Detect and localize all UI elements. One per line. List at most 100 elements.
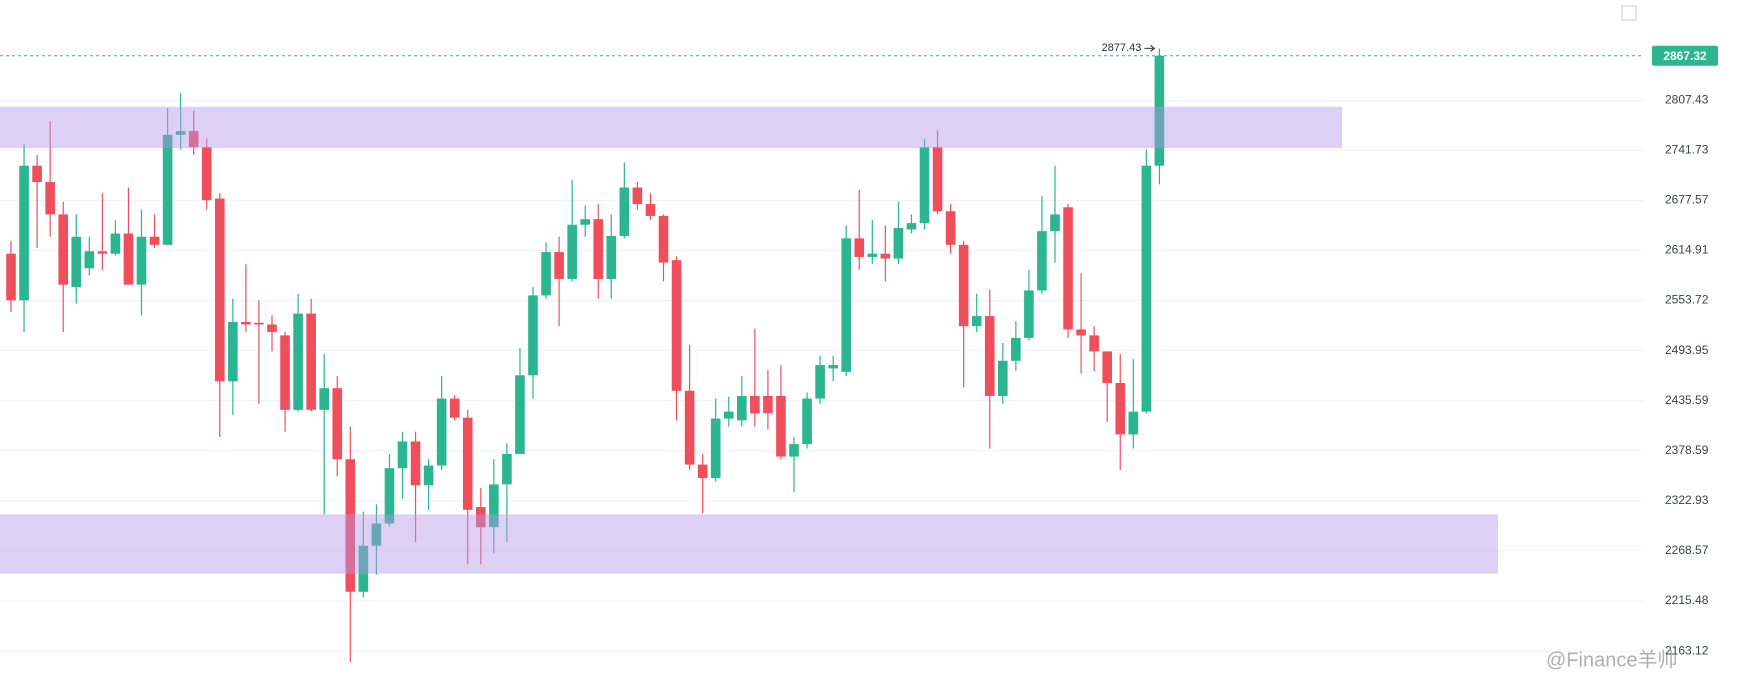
candle-body xyxy=(71,236,82,288)
candle-body xyxy=(162,134,173,245)
y-tick-label: 2677.57 xyxy=(1665,193,1709,207)
candle-body xyxy=(384,468,395,524)
candle-body xyxy=(319,388,329,410)
candle-body xyxy=(567,224,577,279)
candle-body xyxy=(45,182,55,215)
candle-body xyxy=(371,523,382,546)
candle-body xyxy=(697,464,708,479)
current-price-label: 2867.32 xyxy=(1663,49,1707,63)
candle-body xyxy=(1050,214,1060,232)
y-tick-label: 2163.12 xyxy=(1665,644,1709,658)
candle-body xyxy=(998,360,1008,396)
candle-body xyxy=(306,313,316,410)
candle-body xyxy=(606,235,617,279)
candle-body xyxy=(188,131,199,148)
candle-body xyxy=(254,322,264,325)
candle-body xyxy=(462,417,473,510)
y-tick-label: 2215.48 xyxy=(1665,593,1709,607)
y-tick-label: 2807.43 xyxy=(1665,93,1709,107)
candle-body xyxy=(723,411,734,419)
candle-body xyxy=(541,252,551,296)
candle-body xyxy=(684,390,695,465)
candle-body xyxy=(136,236,147,285)
candle-body xyxy=(293,313,303,410)
candle-body xyxy=(841,238,851,372)
candle-body xyxy=(945,211,956,245)
candle-body xyxy=(123,233,134,285)
zones xyxy=(0,55,1644,574)
high-label: 2877.43 xyxy=(1102,42,1142,54)
candle-body xyxy=(763,395,773,414)
candle-body xyxy=(671,260,682,391)
overlay: 2163.12 2215.48 2268.57 2322.93 2378.59 2435.… xyxy=(1102,0,1738,682)
grid xyxy=(0,99,1644,652)
watermark: @Finance羊帅 xyxy=(1546,648,1677,671)
candle-body xyxy=(410,441,421,486)
candle-body xyxy=(554,252,564,279)
candle-body xyxy=(476,507,486,528)
candle-body xyxy=(397,441,408,469)
candle-body xyxy=(110,233,121,254)
candle-body xyxy=(1037,231,1047,291)
candle-body xyxy=(528,295,538,376)
candle-body xyxy=(984,316,995,396)
candle-body xyxy=(867,253,878,257)
candle-body xyxy=(880,253,891,259)
y-tick-label: 2553.72 xyxy=(1665,293,1709,307)
candle-body xyxy=(97,251,108,254)
candle-body xyxy=(502,453,512,485)
candle-body xyxy=(919,147,930,224)
y-tick-label: 2378.59 xyxy=(1665,443,1709,457)
candle-body xyxy=(658,215,669,263)
candle-body xyxy=(201,147,212,201)
candle-body xyxy=(423,465,434,486)
candle-body xyxy=(1063,207,1073,330)
layout-toggle[interactable] xyxy=(1621,5,1637,21)
candle-body xyxy=(854,238,865,257)
candle-body xyxy=(815,365,825,399)
y-tick-label: 2435.59 xyxy=(1665,393,1709,407)
candle-body xyxy=(1128,411,1139,435)
candle-body xyxy=(1011,337,1021,361)
candle-body xyxy=(6,253,16,301)
candle-body xyxy=(619,187,630,236)
candle-body xyxy=(345,459,356,592)
candle-body xyxy=(332,388,343,460)
y-tick-label: 2322.93 xyxy=(1665,493,1709,507)
y-tick-label: 2493.95 xyxy=(1665,343,1709,357)
candle-body xyxy=(1076,329,1086,336)
candle-body xyxy=(1141,165,1152,412)
candle-body xyxy=(958,244,969,327)
candle-body xyxy=(149,236,160,245)
candle-body xyxy=(580,219,590,225)
y-tick-label: 2741.73 xyxy=(1665,143,1709,157)
candle-body xyxy=(1024,290,1034,338)
candle-body xyxy=(19,165,29,301)
candle-body xyxy=(593,219,604,279)
candle-body xyxy=(1115,383,1126,435)
candle-body xyxy=(215,198,225,382)
candle-body xyxy=(515,375,525,454)
candle-body xyxy=(932,147,943,212)
candle-body xyxy=(893,227,904,259)
candle-body xyxy=(241,321,251,325)
price-zone xyxy=(0,106,1342,149)
candle-body xyxy=(449,398,460,418)
candle-body xyxy=(710,418,721,479)
high-arrow-head xyxy=(1150,44,1156,52)
current-price-box xyxy=(1652,45,1718,66)
candle-body xyxy=(645,204,656,216)
candle-body xyxy=(1102,351,1112,384)
y-tick-label: 2614.91 xyxy=(1665,243,1709,257)
candle-body xyxy=(802,398,812,445)
candle-body xyxy=(436,398,447,466)
candle-body xyxy=(175,131,186,135)
candle-body xyxy=(1089,335,1099,352)
candle-body xyxy=(971,316,982,327)
candle-body xyxy=(789,444,799,457)
candle-body xyxy=(906,223,917,230)
price-zone xyxy=(0,514,1498,574)
candle-body xyxy=(828,365,838,369)
